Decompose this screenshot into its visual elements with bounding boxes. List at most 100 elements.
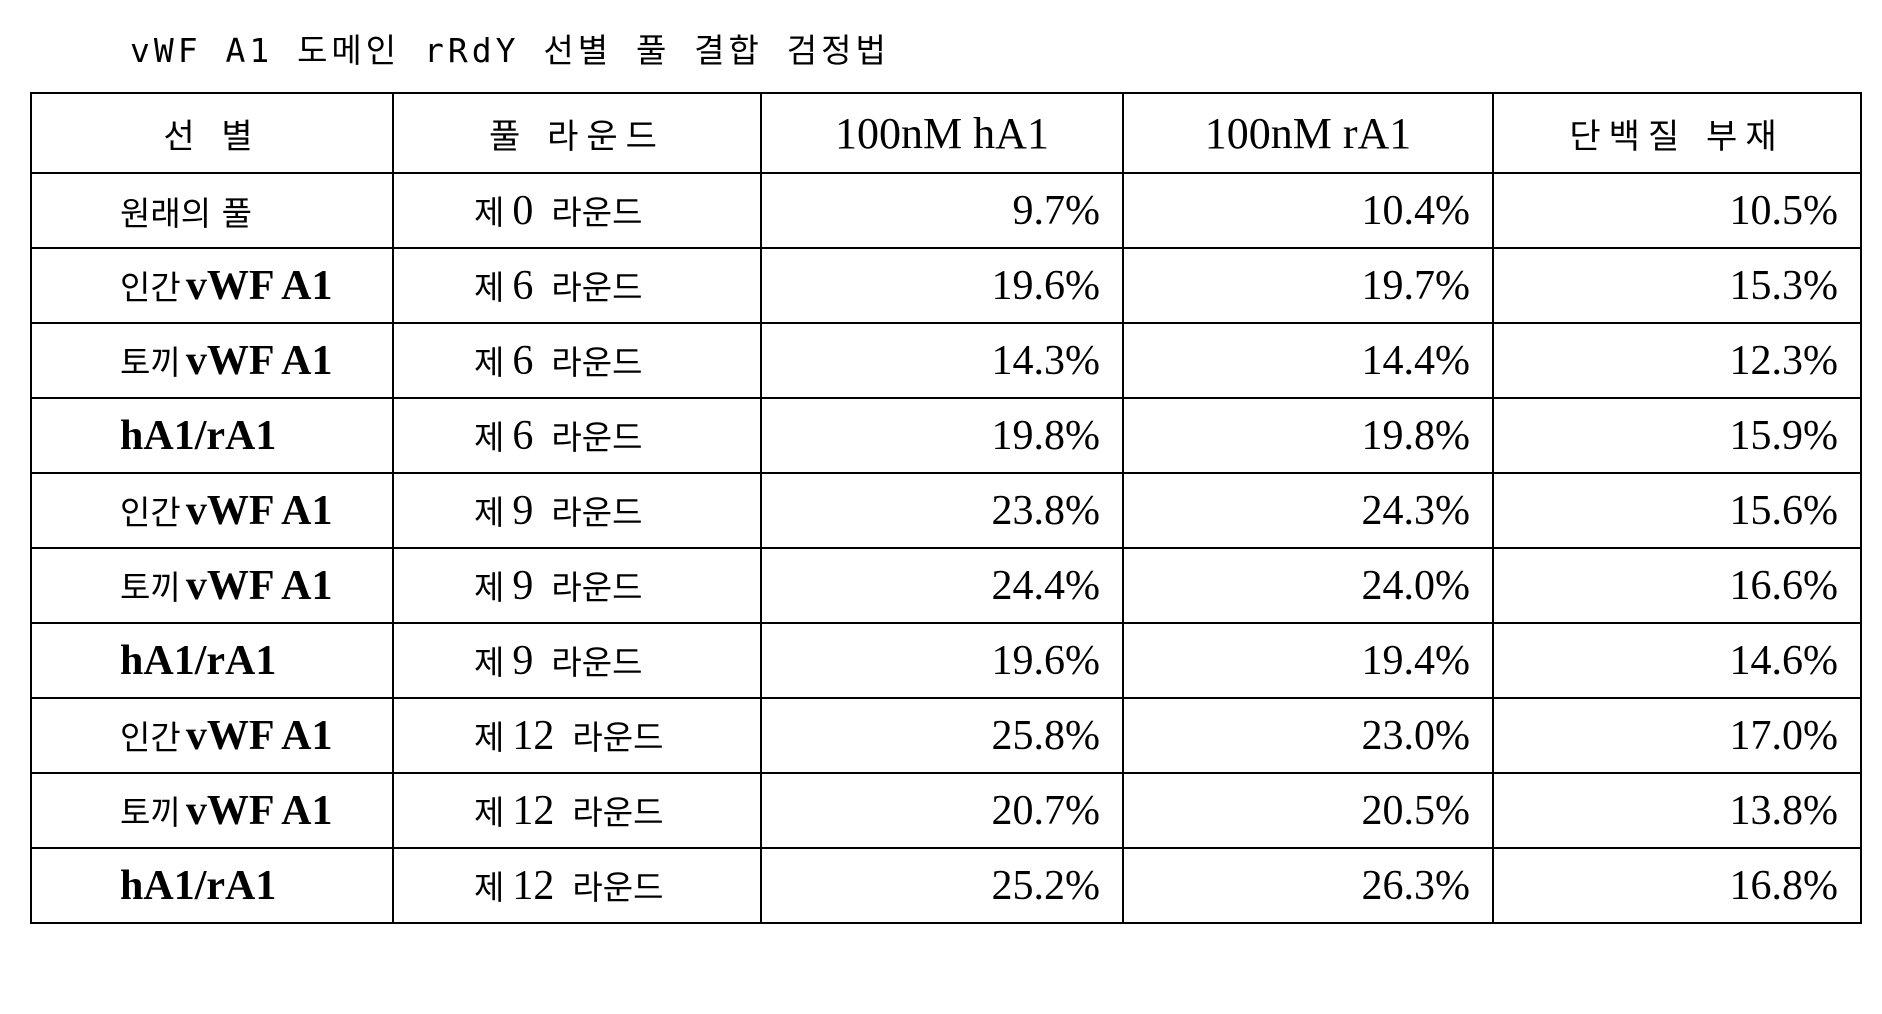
table-row: hA1/rA1 제12 라운드 25.2%26.3%16.8% [31,848,1861,923]
round-suffix: 라운드 [551,193,642,232]
cell-selection: hA1/rA1 [31,623,393,698]
round-prefix: 제 [474,343,504,382]
cell-no-protein: 14.6% [1493,623,1861,698]
cell-100nm-ha1: 23.8% [761,473,1123,548]
cell-selection: 인간 vWF A1 [31,248,393,323]
cell-100nm-ra1: 19.8% [1123,398,1493,473]
cell-100nm-ra1: 14.4% [1123,323,1493,398]
cell-selection: 인간 vWF A1 [31,698,393,773]
cell-selection: 토끼 vWF A1 [31,323,393,398]
round-suffix: 라운드 [551,343,642,382]
table-row: hA1/rA1제9라운드19.6%19.4%14.6% [31,623,1861,698]
round-suffix: 라운드 [551,268,642,307]
cell-100nm-ha1: 25.8% [761,698,1123,773]
round-suffix: 라운드 [551,643,642,682]
selection-korean-label: 토끼 [120,568,181,607]
selection-target-label: vWF A1 [186,488,333,534]
selection-target-label: hA1/rA1 [120,638,276,684]
binding-assay-table: 선 별 풀 라운드 100nM hA1 100nM rA1 단백질 부재 원래의… [30,92,1862,924]
cell-no-protein: 16.6% [1493,548,1861,623]
round-number: 12 [512,863,554,909]
round-prefix: 제 [474,718,504,757]
cell-selection: 토끼 vWF A1 [31,548,393,623]
round-suffix: 라운드 [572,868,663,907]
header-100nm-ra1: 100nM rA1 [1123,93,1493,173]
table-row: 토끼 vWF A1제12라운드20.7%20.5%13.8% [31,773,1861,848]
cell-100nm-ra1: 19.4% [1123,623,1493,698]
cell-pool-round: 제9라운드 [393,623,761,698]
round-prefix: 제 [474,868,504,907]
header-no-protein: 단백질 부재 [1493,93,1861,173]
table-row: 토끼 vWF A1제9라운드24.4%24.0%16.6% [31,548,1861,623]
round-number: 6 [512,263,533,309]
cell-selection: 원래의 풀 [31,173,393,248]
header-selection: 선 별 [31,93,393,173]
cell-100nm-ha1: 19.8% [761,398,1123,473]
round-prefix: 제 [474,418,504,457]
cell-selection: 토끼 vWF A1 [31,773,393,848]
selection-target-label: hA1/rA1 [120,413,276,459]
round-number: 6 [512,338,533,384]
cell-no-protein: 13.8% [1493,773,1861,848]
cell-100nm-ra1: 26.3% [1123,848,1493,923]
cell-100nm-ha1: 19.6% [761,623,1123,698]
round-suffix: 라운드 [551,418,642,457]
cell-100nm-ha1: 14.3% [761,323,1123,398]
selection-korean-label: 토끼 [120,793,181,832]
cell-pool-round: 제9라운드 [393,473,761,548]
round-prefix: 제 [474,193,504,232]
cell-100nm-ha1: 19.6% [761,248,1123,323]
round-number: 12 [512,788,554,834]
cell-selection: 인간 vWF A1 [31,473,393,548]
cell-selection: hA1/rA1 [31,398,393,473]
cell-pool-round: 제9라운드 [393,548,761,623]
cell-no-protein: 15.9% [1493,398,1861,473]
selection-target-label: vWF A1 [186,338,333,384]
round-suffix: 라운드 [572,718,663,757]
selection-target-label: hA1/rA1 [120,863,276,909]
cell-no-protein: 15.6% [1493,473,1861,548]
cell-no-protein: 12.3% [1493,323,1861,398]
round-suffix: 라운드 [572,793,663,832]
cell-100nm-ha1: 20.7% [761,773,1123,848]
cell-no-protein: 10.5% [1493,173,1861,248]
cell-100nm-ra1: 24.3% [1123,473,1493,548]
cell-100nm-ra1: 24.0% [1123,548,1493,623]
selection-korean-label: 인간 [120,493,181,532]
selection-korean-label: 토끼 [120,343,181,382]
round-number: 0 [512,188,533,234]
selection-target-label: vWF A1 [186,788,333,834]
cell-no-protein: 15.3% [1493,248,1861,323]
round-prefix: 제 [474,568,504,607]
selection-target-label: vWF A1 [186,263,333,309]
cell-selection: hA1/rA1 [31,848,393,923]
header-row: 선 별 풀 라운드 100nM hA1 100nM rA1 단백질 부재 [31,93,1861,173]
round-prefix: 제 [474,493,504,532]
table-row: 인간 vWF A1 제6 라운드 19.6%19.7%15.3% [31,248,1861,323]
cell-pool-round: 제12라운드 [393,698,761,773]
cell-100nm-ra1: 20.5% [1123,773,1493,848]
round-number: 9 [512,488,533,534]
round-number: 9 [512,563,533,609]
selection-korean-label: 인간 [120,268,181,307]
table-row: 인간 vWF A1제9라운드23.8%24.3%15.6% [31,473,1861,548]
cell-100nm-ha1: 25.2% [761,848,1123,923]
selection-korean-label: 인간 [120,718,181,757]
cell-no-protein: 17.0% [1493,698,1861,773]
cell-no-protein: 16.8% [1493,848,1861,923]
round-prefix: 제 [474,268,504,307]
page-title: vWF A1 도메인 rRdY 선별 풀 결합 검정법 [130,24,890,72]
cell-100nm-ha1: 9.7% [761,173,1123,248]
cell-100nm-ra1: 23.0% [1123,698,1493,773]
selection-target-label: vWF A1 [186,563,333,609]
round-number: 9 [512,638,533,684]
cell-pool-round: 제6 라운드 [393,323,761,398]
header-pool-round: 풀 라운드 [393,93,761,173]
selection-target-label: vWF A1 [186,713,333,759]
table-row: 원래의 풀제0라운드9.7%10.4%10.5% [31,173,1861,248]
cell-100nm-ha1: 24.4% [761,548,1123,623]
cell-pool-round: 제12라운드 [393,773,761,848]
table-row: hA1/rA1제6라운드19.8%19.8%15.9% [31,398,1861,473]
table-row: 토끼 vWF A1 제6 라운드 14.3%14.4%12.3% [31,323,1861,398]
cell-100nm-ra1: 19.7% [1123,248,1493,323]
